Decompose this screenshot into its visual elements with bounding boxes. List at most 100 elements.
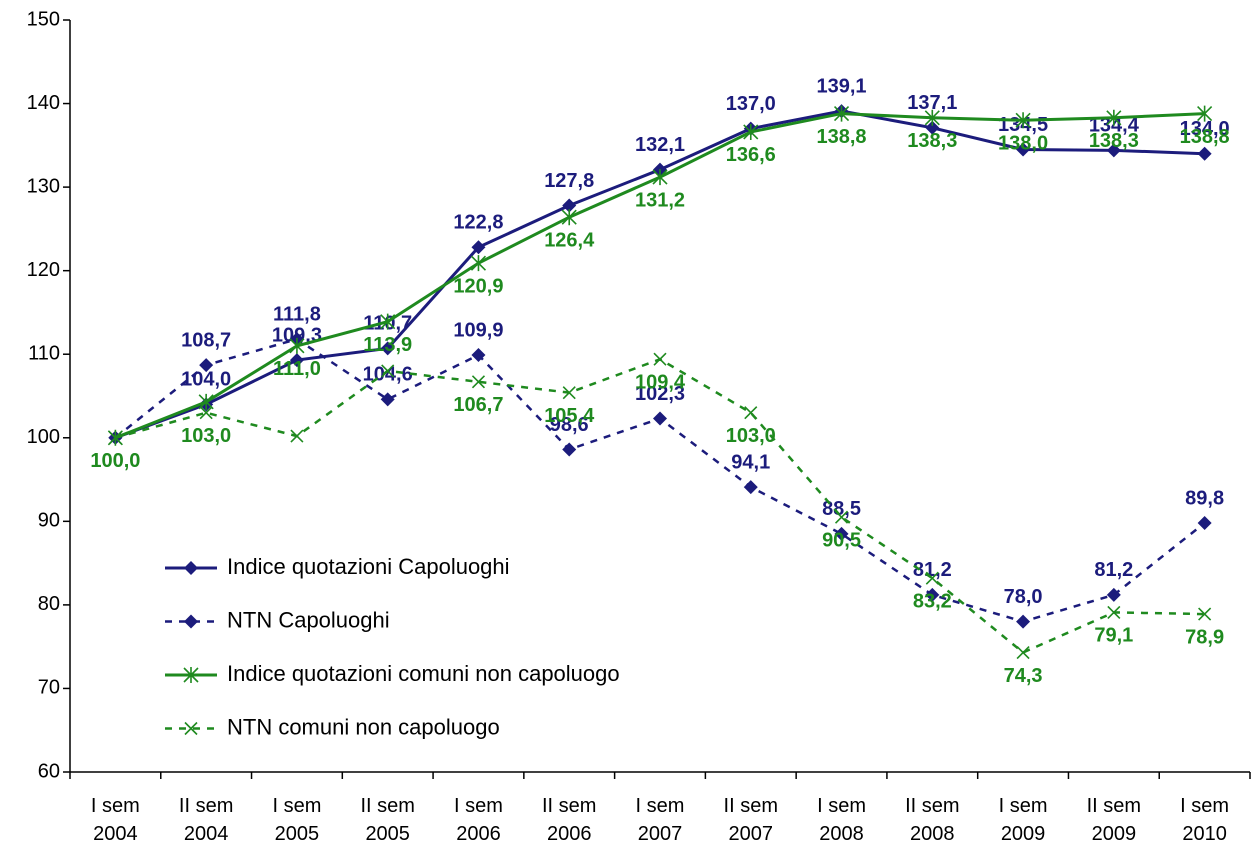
- value-label: 122,8: [453, 212, 503, 234]
- legend-label: Indice quotazioni Capoluoghi: [227, 554, 510, 579]
- value-label: 138,3: [907, 130, 957, 152]
- x-tick-label: II sem 2007: [723, 795, 778, 845]
- x-tick-label: I sem 2009: [998, 795, 1048, 845]
- legend-label: NTN Capoluoghi: [227, 607, 390, 632]
- value-label: 127,8: [544, 170, 594, 192]
- value-label: 132,1: [635, 134, 685, 156]
- value-label: 100,0: [90, 450, 140, 472]
- data-point: [1016, 142, 1031, 157]
- x-tick-label: II sem 2009: [1086, 795, 1142, 845]
- value-label: 120,9: [453, 275, 503, 297]
- data-point: [199, 406, 213, 420]
- value-label: 131,2: [635, 189, 685, 211]
- value-label: 81,2: [1094, 559, 1133, 581]
- data-point: [381, 364, 395, 378]
- data-point: [653, 411, 667, 426]
- y-tick-label: 90: [38, 510, 60, 532]
- x-tick-label: II sem 2006: [541, 795, 597, 845]
- value-label: 111,0: [273, 358, 321, 380]
- legend-marker: [184, 614, 198, 629]
- value-label: 126,4: [544, 229, 595, 251]
- data-point: [833, 105, 850, 122]
- data-point: [199, 358, 214, 373]
- x-tick-label: I sem 2008: [817, 795, 866, 845]
- data-point: [1106, 109, 1122, 126]
- value-label: 109,4: [635, 372, 686, 394]
- y-tick-label: 130: [27, 175, 60, 197]
- y-tick-label: 80: [38, 593, 60, 615]
- data-point: [561, 209, 577, 226]
- data-point: [1106, 587, 1121, 602]
- value-label: 74,3: [1004, 665, 1043, 687]
- data-point: [380, 313, 396, 330]
- value-label: 113,9: [363, 334, 412, 356]
- value-label: 134,0: [1180, 118, 1230, 140]
- value-label: 103,0: [726, 425, 776, 447]
- value-label: 94,1: [731, 451, 770, 473]
- value-label: 88,5: [822, 498, 861, 520]
- legend-marker: [184, 721, 198, 736]
- data-point: [1197, 146, 1212, 161]
- y-tick-label: 140: [27, 92, 60, 114]
- x-tick-label: I sem 2007: [635, 795, 685, 845]
- y-tick-label: 60: [38, 760, 60, 782]
- data-point: [471, 348, 486, 363]
- value-label: 137,1: [907, 92, 957, 114]
- value-label: 137,0: [726, 93, 776, 115]
- value-label: 106,7: [453, 394, 503, 416]
- data-point: [380, 392, 395, 407]
- data-point: [834, 526, 849, 541]
- data-point: [470, 255, 487, 272]
- data-point: [834, 510, 849, 524]
- legend-label: Indice quotazioni comuni non capoluogo: [227, 661, 620, 686]
- value-label: 138,3: [1089, 130, 1139, 152]
- value-label: 108,7: [181, 329, 231, 351]
- y-tick-label: 70: [38, 677, 60, 699]
- y-tick-label: 100: [27, 426, 60, 448]
- data-point: [653, 352, 667, 366]
- value-label: 104,6: [363, 364, 413, 386]
- data-point: [289, 353, 304, 368]
- data-point: [1198, 607, 1212, 621]
- data-point: [925, 571, 939, 585]
- data-point: [1197, 105, 1213, 122]
- value-label: 139,1: [817, 75, 867, 97]
- data-point: [925, 587, 940, 602]
- data-point: [1197, 516, 1212, 531]
- data-point: [198, 393, 214, 410]
- data-point: [652, 169, 668, 186]
- data-point: [562, 198, 577, 213]
- data-point: [1106, 143, 1121, 158]
- data-point: [1015, 112, 1031, 129]
- data-point: [743, 480, 758, 495]
- value-label: 109,9: [453, 319, 503, 341]
- data-point: [924, 109, 940, 126]
- x-tick-label: I sem 2010: [1180, 795, 1230, 845]
- value-label: 78,0: [1004, 586, 1043, 608]
- x-tick-label: I sem 2005: [272, 795, 322, 845]
- y-tick-label: 110: [28, 343, 60, 365]
- value-label: 138,0: [998, 133, 1048, 155]
- data-point: [562, 386, 576, 400]
- x-tick-label: II sem 2004: [178, 795, 234, 845]
- x-tick-label: II sem 2008: [905, 795, 960, 845]
- data-point: [1016, 614, 1031, 629]
- legend-label: NTN comuni non capoluogo: [227, 714, 500, 739]
- data-point: [743, 123, 759, 140]
- x-tick-label: I sem 2004: [90, 795, 140, 845]
- value-label: 138,8: [817, 126, 867, 148]
- y-tick-label: 150: [27, 8, 60, 30]
- data-point: [471, 240, 486, 255]
- value-label: 98,6: [550, 414, 589, 436]
- x-tick-label: II sem 2005: [360, 795, 415, 845]
- data-point: [108, 431, 122, 445]
- value-label: 89,8: [1185, 487, 1224, 509]
- value-label: 138,8: [1180, 126, 1230, 148]
- data-point: [562, 442, 577, 457]
- value-label: 105,4: [544, 405, 595, 427]
- value-label: 103,0: [181, 425, 231, 447]
- data-point: [1016, 645, 1030, 660]
- data-point: [290, 429, 304, 443]
